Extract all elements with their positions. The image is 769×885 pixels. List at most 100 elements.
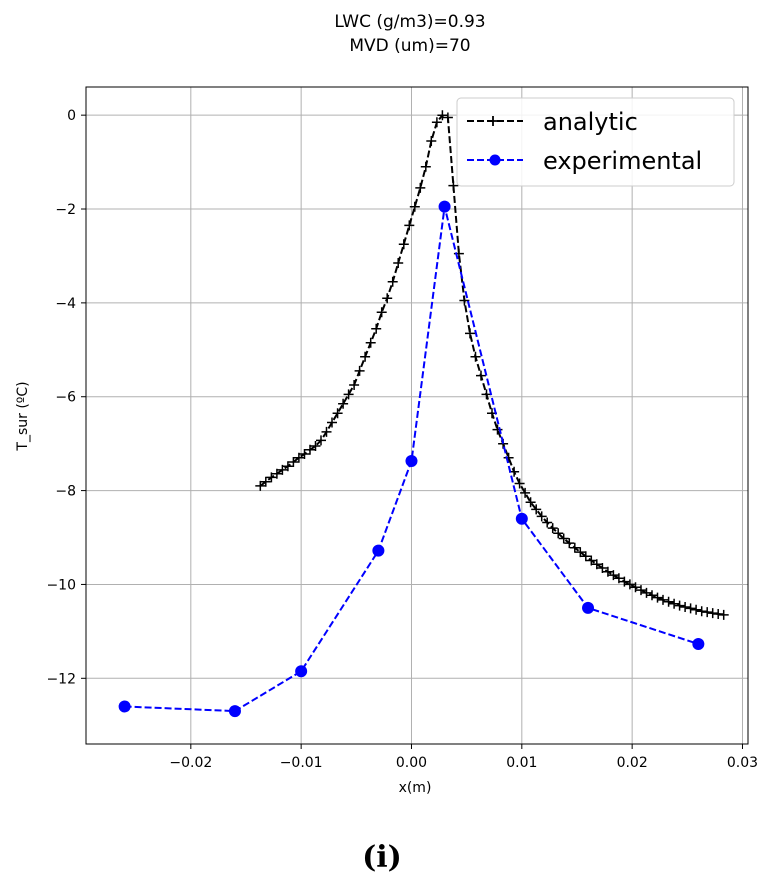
data-point-analytic — [558, 533, 569, 544]
data-point-analytic — [376, 307, 387, 318]
data-point-analytic — [525, 497, 536, 508]
data-point-experimental — [405, 455, 418, 468]
data-point-analytic — [707, 608, 718, 619]
axis-ticks: −0.02 −0.01 0.00 0.01 0.02 0.03 0 −2 −4 −6 −8 −10 −1… — [46, 108, 758, 771]
data-point-analytic — [288, 457, 299, 467]
data-point-analytic — [481, 389, 492, 400]
data-point-analytic — [371, 323, 382, 334]
data-point-analytic — [277, 464, 288, 475]
x-tick-label: 0.01 — [506, 755, 537, 771]
data-point-analytic — [492, 424, 503, 435]
legend: analytic experimental — [456, 97, 735, 187]
legend-box — [456, 97, 735, 187]
data-point-analytic — [658, 594, 668, 605]
data-point-analytic — [260, 476, 271, 487]
x-tick-label: −0.01 — [280, 755, 323, 771]
data-point-analytic — [470, 351, 481, 362]
data-point-analytic — [652, 592, 663, 603]
data-point-analytic — [613, 573, 624, 584]
data-point-analytic — [415, 182, 426, 193]
data-point-analytic — [343, 389, 354, 400]
data-point-analytic — [465, 328, 475, 339]
data-point-analytic — [332, 408, 343, 419]
legend-label-experimental: experimental — [543, 147, 702, 175]
data-point-analytic — [624, 579, 635, 590]
data-point-experimental — [692, 638, 705, 651]
x-tick-label: 0.00 — [396, 755, 427, 771]
plot-frame — [85, 86, 749, 745]
data-point-analytic — [293, 452, 304, 463]
data-point-analytic — [398, 239, 409, 250]
data-point-experimental — [438, 200, 451, 213]
data-point-analytic — [718, 609, 729, 620]
data-point-analytic — [360, 351, 371, 362]
data-point-analytic — [619, 576, 630, 587]
data-point-analytic — [305, 444, 315, 455]
plot-series — [118, 110, 729, 718]
data-point-analytic — [520, 487, 531, 498]
figure-caption: (i) — [362, 840, 402, 875]
gridlines — [86, 87, 748, 744]
data-point-analytic — [393, 258, 404, 268]
data-point-analytic — [437, 110, 448, 121]
data-point-analytic — [591, 559, 602, 570]
data-point-analytic — [669, 598, 680, 609]
data-point-analytic — [680, 602, 691, 612]
data-point-analytic — [426, 136, 437, 146]
data-point-analytic — [431, 117, 442, 128]
data-point-analytic — [448, 180, 459, 191]
data-point-analytic — [641, 587, 652, 598]
data-point-analytic — [442, 112, 453, 123]
data-point-analytic — [691, 604, 702, 615]
data-point-analytic — [266, 472, 277, 483]
data-point-analytic — [476, 370, 486, 381]
data-point-analytic — [382, 293, 393, 304]
data-point-experimental — [582, 601, 595, 614]
y-tick-label: −8 — [55, 484, 76, 500]
data-point-analytic — [597, 563, 608, 573]
x-tick-label: −0.02 — [169, 755, 212, 771]
data-point-experimental — [372, 544, 385, 557]
data-point-analytic — [409, 201, 420, 212]
legend-experimental-circle-icon — [489, 154, 501, 166]
x-axis-label: x(m) — [399, 780, 432, 796]
data-point-analytic — [608, 570, 619, 581]
y-tick-label: −4 — [55, 296, 76, 312]
x-tick-label: 0.03 — [727, 755, 758, 771]
legend-label-analytic: analytic — [543, 108, 638, 136]
data-point-analytic — [255, 480, 266, 491]
data-point-analytic — [271, 468, 282, 479]
chart-title-line-2: MVD (um)=70 — [349, 36, 470, 56]
data-point-analytic — [365, 337, 376, 348]
data-point-analytic — [547, 523, 558, 534]
data-point-analytic — [696, 606, 707, 617]
data-point-analytic — [553, 528, 564, 539]
data-point-analytic — [327, 417, 337, 428]
data-point-analytic — [713, 609, 724, 619]
data-point-analytic — [636, 585, 646, 596]
data-point-analytic — [542, 517, 553, 528]
data-point-analytic — [569, 542, 580, 553]
data-point-analytic — [575, 547, 586, 558]
y-tick-label: 0 — [67, 108, 76, 124]
chart-title-line-1: LWC (g/m3)=0.93 — [334, 12, 485, 32]
x-tick-label: 0.02 — [617, 755, 648, 771]
data-point-experimental — [118, 700, 131, 713]
data-point-analytic — [702, 607, 713, 618]
y-tick-label: −6 — [55, 390, 76, 406]
data-point-experimental — [515, 512, 528, 525]
data-point-analytic — [354, 365, 365, 376]
data-point-analytic — [564, 538, 575, 549]
y-tick-label: −10 — [46, 577, 76, 593]
y-tick-label: −12 — [46, 671, 76, 687]
data-point-experimental — [295, 665, 308, 678]
data-point-analytic — [282, 461, 293, 472]
data-point-analytic — [630, 582, 641, 593]
data-point-analytic — [536, 511, 547, 522]
data-point-analytic — [647, 590, 657, 601]
data-point-analytic — [674, 600, 685, 611]
data-point-analytic — [602, 566, 613, 577]
data-point-analytic — [663, 596, 674, 607]
data-point-analytic — [316, 435, 326, 446]
